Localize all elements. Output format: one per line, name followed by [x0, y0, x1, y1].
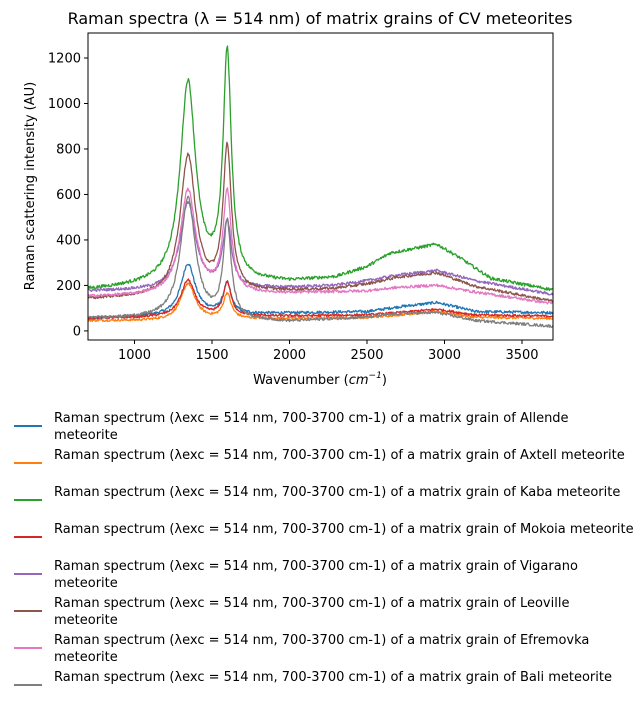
legend-label: Raman spectrum (λexc = 514 nm, 700-3700 …: [54, 448, 625, 463]
x-tick-label: 1000: [118, 348, 151, 363]
legend-label: Raman spectrum (λexc = 514 nm, 700-3700 …: [54, 411, 569, 443]
legend-item: Raman spectrum (λexc = 514 nm, 700-3700 …: [14, 595, 636, 632]
legend-item: Raman spectrum (λexc = 514 nm, 700-3700 …: [14, 521, 636, 558]
legend-swatch: [14, 610, 42, 612]
series-layer: [87, 45, 554, 329]
x-axis-label: Wavenumber (cm−1): [253, 371, 387, 388]
legend-label: Raman spectrum (λexc = 514 nm, 700-3700 …: [54, 559, 578, 591]
legend-label: Raman spectrum (λexc = 514 nm, 700-3700 …: [54, 485, 621, 500]
series-line-4: [87, 201, 554, 296]
legend-item: Raman spectrum (λexc = 514 nm, 700-3700 …: [14, 669, 636, 706]
y-axis-label: Raman scattering intensity (AU): [23, 82, 38, 290]
series-line-5: [87, 141, 554, 303]
legend-item: Raman spectrum (λexc = 514 nm, 700-3700 …: [14, 632, 636, 669]
series-line-2: [87, 45, 554, 292]
y-ticks: 0 200 400 600 800 1000 1200: [48, 52, 88, 339]
legend-label: Raman spectrum (λexc = 514 nm, 700-3700 …: [54, 522, 634, 537]
x-tick-label: 2500: [350, 348, 383, 363]
legend-item: Raman spectrum (λexc = 514 nm, 700-3700 …: [14, 484, 636, 521]
legend-swatch: [14, 573, 42, 575]
legend-swatch: [14, 425, 42, 427]
series-line-3: [87, 278, 554, 320]
raman-chart: Raman spectra (λ = 514 nm) of matrix gra…: [23, 9, 573, 388]
y-tick-label: 1000: [48, 97, 81, 112]
y-tick-label: 400: [56, 233, 81, 248]
y-tick-label: 800: [56, 142, 81, 157]
legend-item: Raman spectrum (λexc = 514 nm, 700-3700 …: [14, 410, 636, 447]
legend-swatch: [14, 536, 42, 538]
plot-frame: [87, 32, 554, 341]
x-tick-label: 2000: [273, 348, 306, 363]
chart-title: Raman spectra (λ = 514 nm) of matrix gra…: [68, 9, 573, 28]
series-line-0: [87, 263, 554, 320]
y-tick-label: 200: [56, 279, 81, 294]
x-ticks: 1000 1500 2000 2500 3000 3500: [118, 340, 539, 363]
y-tick-label: 1200: [48, 52, 81, 67]
x-tick-label: 3500: [505, 348, 538, 363]
series-line-7: [87, 195, 554, 329]
legend-item: Raman spectrum (λexc = 514 nm, 700-3700 …: [14, 447, 636, 484]
legend-item: Raman spectrum (λexc = 514 nm, 700-3700 …: [14, 558, 636, 595]
legend: Raman spectrum (λexc = 514 nm, 700-3700 …: [14, 410, 636, 706]
y-tick-label: 0: [73, 324, 81, 339]
legend-label: Raman spectrum (λexc = 514 nm, 700-3700 …: [54, 633, 590, 665]
x-tick-label: 1500: [195, 348, 228, 363]
legend-swatch: [14, 499, 42, 501]
y-tick-label: 600: [56, 188, 81, 203]
legend-swatch: [14, 647, 42, 649]
legend-label: Raman spectrum (λexc = 514 nm, 700-3700 …: [54, 596, 570, 628]
legend-swatch: [14, 684, 42, 686]
legend-label: Raman spectrum (λexc = 514 nm, 700-3700 …: [54, 670, 612, 685]
series-line-6: [87, 187, 554, 305]
x-tick-label: 3000: [428, 348, 461, 363]
legend-swatch: [14, 462, 42, 464]
